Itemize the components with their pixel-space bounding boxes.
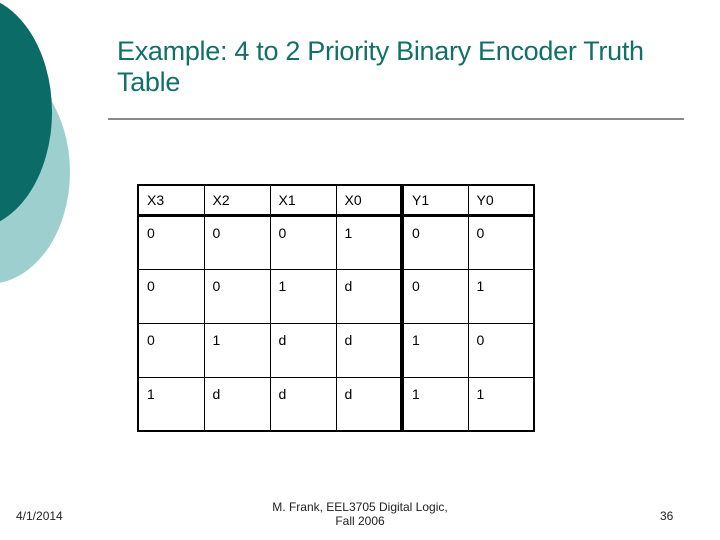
page-number: 36 xyxy=(660,509,674,523)
table-header-row: X3 X2 X1 X0 Y1 Y0 xyxy=(137,184,535,217)
table-cell: 1 xyxy=(203,322,271,378)
table-cell: 0 xyxy=(400,268,469,324)
decorative-circles xyxy=(0,2,70,283)
table-cell: 0 xyxy=(400,214,469,270)
header-cell: X1 xyxy=(269,184,337,217)
header-cell: X0 xyxy=(335,184,403,217)
table-cell: 1 xyxy=(269,268,337,324)
table-cell: d xyxy=(269,322,337,378)
header-cell: Y1 xyxy=(400,184,469,217)
credit-line-1: M. Frank, EEL3705 Digital Logic, xyxy=(272,500,448,514)
table-cell: 0 xyxy=(467,214,535,270)
footer-date: 4/1/2014 xyxy=(16,509,63,523)
table-cell: 0 xyxy=(467,322,535,378)
table-cell: d xyxy=(335,322,403,378)
table-cell: 0 xyxy=(137,322,205,378)
table-cell: 1 xyxy=(400,322,469,378)
table-cell: 0 xyxy=(137,268,205,324)
table-cell: 0 xyxy=(203,214,271,270)
table-cell: d xyxy=(269,376,337,432)
table-cell: 1 xyxy=(400,376,469,432)
header-cell: X3 xyxy=(137,184,205,217)
table-cell: 0 xyxy=(203,268,271,324)
header-cell: Y0 xyxy=(467,184,535,217)
table-cell: 0 xyxy=(269,214,337,270)
table-cell: 0 xyxy=(137,214,205,270)
truth-table: X3 X2 X1 X0 Y1 Y0 0 0 0 1 0 0 0 0 1 d 0 1 0 1 d d 1 0 1 d d d 1 1 xyxy=(137,184,535,432)
title-divider xyxy=(108,118,684,120)
table-cell: 1 xyxy=(467,268,535,324)
header-cell: X2 xyxy=(203,184,271,217)
table-cell: d xyxy=(203,376,271,432)
footer-credit: M. Frank, EEL3705 Digital Logic, Fall 20… xyxy=(250,500,470,528)
decorative-circle-dark xyxy=(0,2,52,222)
table-cell: d xyxy=(335,376,403,432)
table-cell: 1 xyxy=(335,214,403,270)
table-cell: 1 xyxy=(137,376,205,432)
table-cell: d xyxy=(335,268,403,324)
slide-title: Example: 4 to 2 Priority Binary Encoder … xyxy=(117,36,644,97)
credit-line-2: Fall 2006 xyxy=(335,514,385,528)
table-cell: 1 xyxy=(467,376,535,432)
